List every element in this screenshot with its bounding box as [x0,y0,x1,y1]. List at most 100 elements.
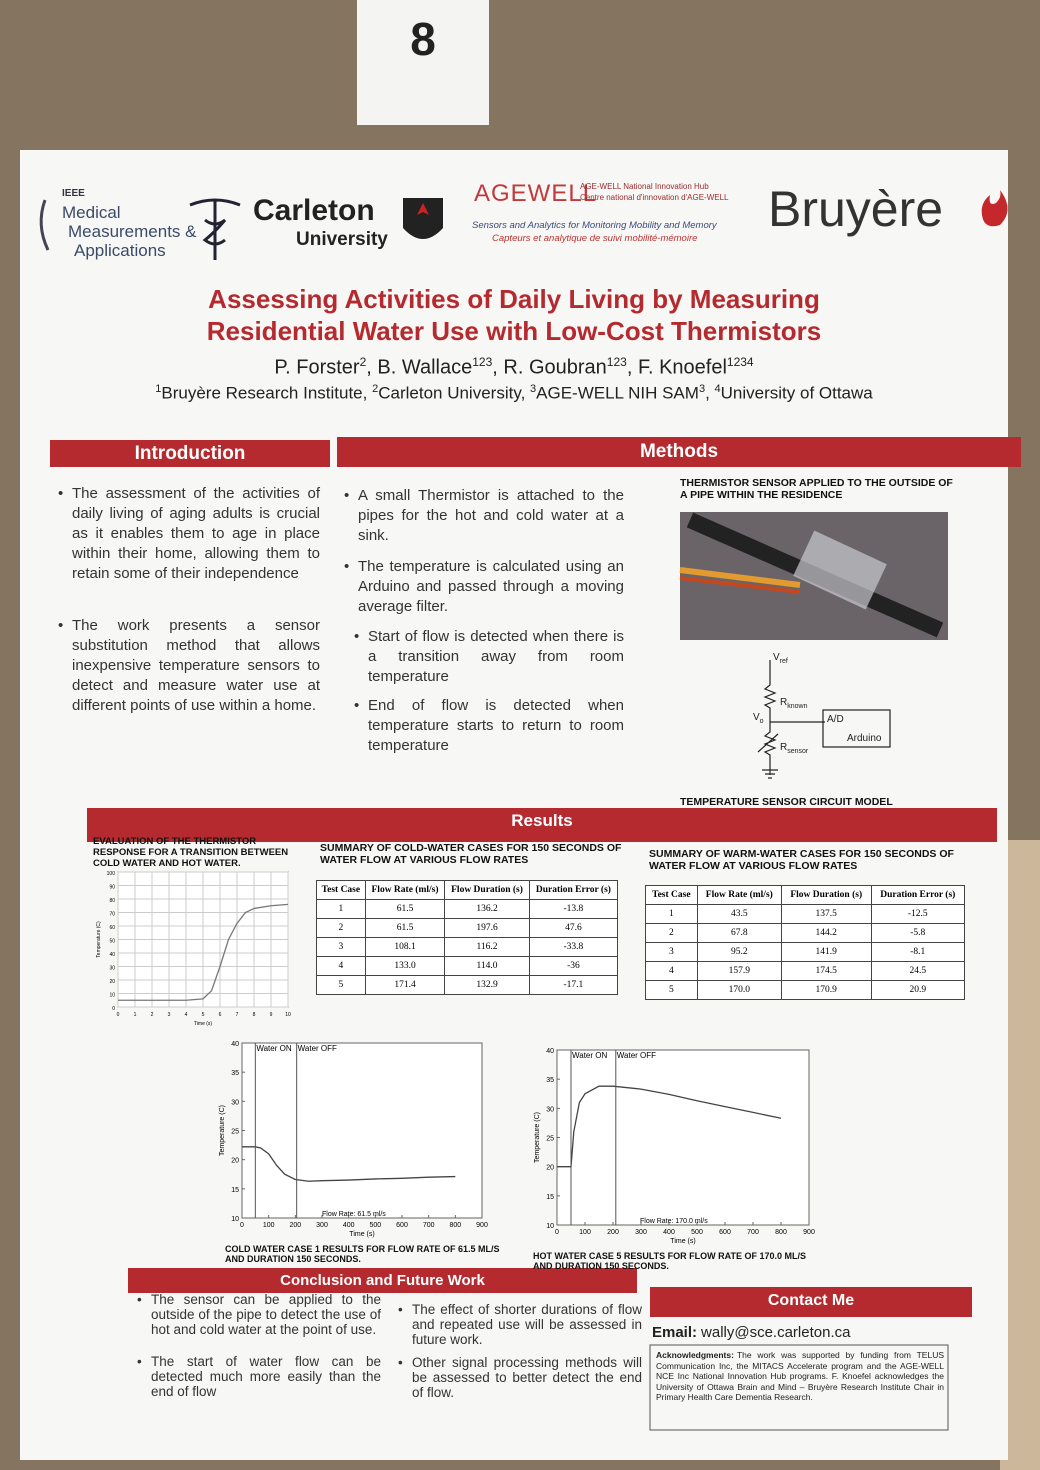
acknowledgments: Acknowledgments: The work was supported b… [656,1350,944,1403]
author-separator: , [626,356,638,379]
section-bar [87,808,997,842]
table-cell: 2 [645,923,698,943]
affil-num: 3 [530,383,537,395]
number-card [357,0,489,125]
section-heading: Contact Me [767,1292,855,1309]
mma-logo [39,199,50,251]
x-tick-label: 200 [607,1229,619,1236]
x-axis-label: Time (s) [349,1231,374,1238]
agewell-hub: Centre national d'innovation d'AGE-WELL [580,193,729,202]
table-cell: 171.4 [364,975,446,995]
x-tick-label: 7 [236,1012,239,1018]
y-tick-label: 70 [109,912,115,918]
author-affil: 123 [606,355,627,369]
x-tick-label: 100 [579,1229,591,1236]
table-header: Duration Error (s) [870,885,966,905]
circuit-label: Rsensor [780,742,808,755]
x-tick-label: 800 [449,1222,461,1229]
mma-logo-text: Measurements & [68,222,197,241]
table-cell: -17.1 [528,975,619,995]
x-tick-label: 10 [285,1012,291,1018]
table-cell: -12.5 [870,904,966,924]
section-bar [50,440,330,467]
bullet: Other signal processing methods will be … [396,1355,642,1400]
carleton-logo: Carleton [253,194,375,227]
table-cell: 108.1 [364,937,446,957]
agewell-tag: Sensors and Analytics for Monitoring Mob… [472,220,717,231]
author-name: R. Goubran [503,356,607,379]
table-header: Duration Error (s) [528,880,619,900]
carleton-shield [403,198,443,239]
circuit-symbol: R [780,697,788,708]
x-tick-label: 500 [691,1229,703,1236]
x-tick-label: 200 [289,1222,301,1229]
y-axis-label: Temperature (C) [219,1105,226,1156]
x-tick-label: 900 [476,1222,488,1229]
affil-name: AGE-WELL NIH SAM [536,383,699,403]
table-cell: -33.8 [528,937,619,957]
bullet: The effect of shorter durations of flow … [396,1302,642,1347]
section-heading: Introduction [134,443,246,464]
table-row: 2 67.8 144.2 -5.8 [645,923,966,943]
bruyere-logo: Bruyère [768,181,944,237]
bullet: End of flow is detected when temperature… [352,696,624,756]
author-affil: 2 [359,355,367,369]
carleton-logo-sub: University [296,229,388,250]
y-tick-label: 10 [546,1223,554,1230]
table-cell: 132.9 [444,975,530,995]
contact-email: Email: wally@sce.carleton.ca [652,1324,850,1341]
figure-caption: EVALUATION OF THE THERMISTOR RESPONSE FO… [93,836,289,869]
x-tick-label: 4 [185,1012,188,1018]
table-cell: 43.5 [696,904,782,924]
circuit-label: A/D [827,714,844,725]
data-line [242,1146,456,1182]
section-heading: Methods [639,441,719,462]
table-row: 4 157.9 174.5 24.5 [645,961,966,981]
affil-separator: , [520,383,531,403]
figure-caption: TEMPERATURE SENSOR CIRCUIT MODEL [680,796,893,808]
email-address: wally@sce.carleton.ca [701,1324,851,1341]
y-tick-label: 30 [231,1099,239,1106]
bullet: A small Thermistor is attached to the pi… [342,486,624,546]
table-cell: 144.2 [780,923,872,943]
ack-text: The work was supported by funding from T… [656,1350,944,1402]
table-header-row: Test Case Flow Rate (ml/s) Flow Duration (… [316,880,619,900]
table-row: 5 171.4 132.9 -17.1 [316,975,619,995]
table-cell: 67.8 [696,923,782,943]
x-axis-label: Time (s) [194,1021,212,1027]
affil-name: Bruyère Research Institute [161,383,363,403]
x-tick-label: 0 [555,1229,559,1236]
affil-name: Carleton University [378,383,521,403]
table-cell: 157.9 [696,961,782,981]
bullet: The sensor can be applied to the outside… [135,1292,381,1337]
y-tick-label: 30 [109,966,115,972]
table-header: Test Case [645,885,698,905]
table-row: 3 95.2 141.9 -8.1 [645,942,966,962]
table-header: Flow Duration (s) [780,885,872,905]
y-tick-label: 40 [546,1048,554,1055]
table-header: Flow Rate (ml/s) [696,885,782,905]
y-tick-label: 20 [546,1165,554,1172]
table-cell: 116.2 [444,937,530,957]
table-cell: -13.8 [528,899,619,919]
table-cell: -36 [528,956,619,976]
table-row: 1 61.5 136.2 -13.8 [316,899,619,919]
author-name: P. Forster [274,356,360,379]
table-cell: 170.0 [696,980,782,1000]
x-tick-label: 600 [396,1222,408,1229]
y-tick-label: 15 [546,1194,554,1201]
y-tick-label: 100 [107,871,116,877]
circuit-symbol: V [753,712,760,723]
table-cell: 197.6 [444,918,530,938]
affil-name: University of Ottawa [720,383,873,403]
section-bar [128,1268,637,1293]
caduceus [189,198,241,260]
affil-num: 3 [698,383,706,395]
table-row: 5 170.0 170.9 20.9 [645,980,966,1000]
x-tick-label: 300 [316,1222,328,1229]
agewell-hub: AGE-WELL National Innovation Hub [580,182,709,191]
section-heading: Conclusion and Future Work [280,1272,485,1289]
x-tick-label: 500 [369,1222,381,1229]
y-tick-label: 0 [112,1006,115,1012]
results-table: Test Case Flow Rate (ml/s) Flow Duration (… [645,885,966,1000]
